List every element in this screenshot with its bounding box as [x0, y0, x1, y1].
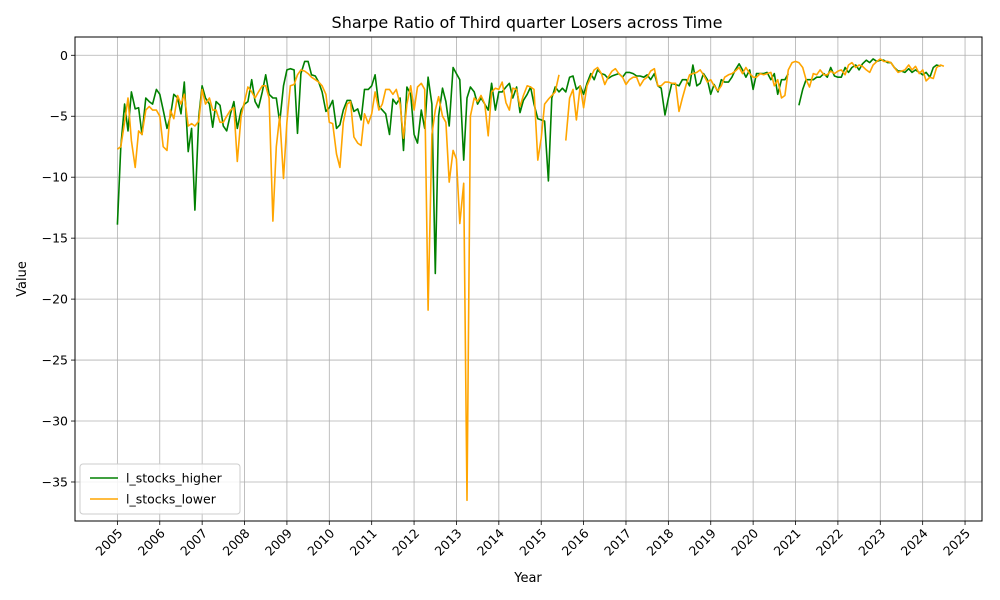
y-tick-label: −20 — [42, 292, 68, 307]
legend-box — [79, 463, 241, 515]
legend-label: l_stocks_higher — [126, 471, 223, 486]
x-axis-title: Year — [513, 571, 542, 586]
y-axis-ticks: 0 −5 −10 −15 −20 −25 −30 −35 — [42, 48, 75, 489]
y-tick-label: −25 — [42, 353, 68, 368]
series-line-l_stocks_higher — [116, 58, 941, 275]
legend-label: l_stocks_lower — [126, 492, 217, 507]
y-tick-label: −15 — [42, 231, 68, 246]
chart-title: Sharpe Ratio of Third quarter Losers acr… — [332, 13, 723, 32]
series-line-l_stocks_lower — [116, 58, 945, 502]
plot-series — [116, 58, 945, 502]
y-tick-label: −30 — [42, 414, 68, 429]
y-tick-label: 0 — [60, 48, 68, 63]
plot-frame — [74, 36, 983, 522]
y-tick-label: −10 — [42, 170, 68, 185]
y-tick-label: −35 — [42, 474, 68, 489]
y-tick-label: −5 — [50, 109, 68, 124]
legend: l_stocks_higher l_stocks_lower — [79, 463, 241, 515]
grid — [75, 37, 982, 521]
y-axis-title: Value — [15, 261, 30, 297]
